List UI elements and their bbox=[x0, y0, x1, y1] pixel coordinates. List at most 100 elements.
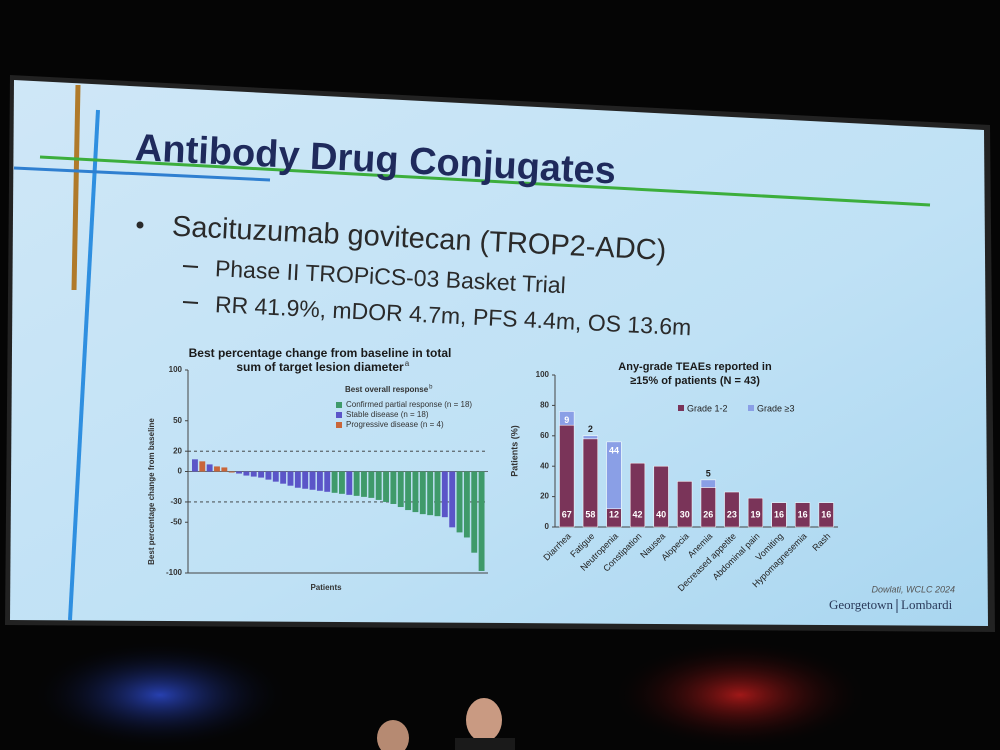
y-tick-label: 40 bbox=[540, 461, 549, 470]
bar bbox=[324, 471, 331, 492]
bar-segment bbox=[559, 411, 575, 426]
value-label: 9 bbox=[564, 415, 569, 425]
bar bbox=[449, 471, 456, 528]
bar bbox=[250, 471, 257, 477]
value-label: 23 bbox=[727, 509, 737, 519]
person bbox=[466, 698, 502, 742]
legend-swatch bbox=[748, 405, 754, 411]
y-axis-label: Patients (%) bbox=[509, 425, 519, 477]
legend-label: Confirmed partial response (n = 18) bbox=[346, 400, 472, 409]
y-tick-label: 100 bbox=[169, 365, 183, 374]
bar bbox=[390, 471, 397, 504]
y-tick-label: 0 bbox=[178, 467, 183, 476]
person bbox=[455, 738, 515, 750]
chart-title: Best percentage change from baseline in … bbox=[189, 346, 452, 360]
slide bbox=[10, 80, 988, 626]
y-tick-label: -100 bbox=[166, 568, 183, 577]
bar bbox=[412, 471, 419, 513]
y-tick-label: 50 bbox=[173, 416, 182, 425]
bar bbox=[427, 471, 434, 516]
bar bbox=[192, 459, 198, 472]
logo: Georgetown bbox=[829, 597, 894, 612]
legend-label: Grade ≥3 bbox=[757, 403, 794, 413]
bar bbox=[280, 471, 287, 484]
y-tick-label: 60 bbox=[540, 431, 549, 440]
x-axis-label: Patients bbox=[310, 583, 342, 592]
slide-decoration bbox=[39, 155, 931, 207]
bar bbox=[361, 471, 367, 497]
y-tick-label: 100 bbox=[536, 370, 550, 379]
slide-decoration bbox=[68, 109, 100, 621]
bar bbox=[316, 471, 323, 491]
bar bbox=[353, 471, 360, 496]
dash-marker bbox=[182, 301, 199, 304]
value-label: 42 bbox=[633, 509, 643, 519]
bar-segment bbox=[700, 487, 716, 528]
bar bbox=[478, 471, 485, 571]
logo: Lombardi bbox=[901, 597, 953, 612]
value-label: 40 bbox=[656, 509, 666, 519]
bar bbox=[375, 471, 382, 500]
value-label: 44 bbox=[609, 445, 619, 455]
value-label: 16 bbox=[774, 509, 784, 519]
legend-swatch bbox=[336, 422, 342, 428]
bar bbox=[368, 471, 375, 498]
legend-swatch bbox=[336, 412, 342, 418]
bar bbox=[221, 467, 228, 472]
bar bbox=[471, 471, 478, 553]
value-label: 16 bbox=[821, 509, 831, 519]
citation: Dowlati, WCLC 2024 bbox=[871, 584, 955, 594]
bar bbox=[228, 471, 235, 473]
y-tick-label: 20 bbox=[173, 446, 182, 455]
bar bbox=[383, 471, 389, 502]
bar bbox=[302, 471, 309, 489]
bar-segment bbox=[795, 502, 811, 528]
bar bbox=[258, 471, 265, 478]
bar bbox=[339, 471, 345, 494]
value-label: 12 bbox=[609, 509, 619, 519]
bar bbox=[243, 471, 250, 476]
legend-title-note: b bbox=[429, 385, 433, 391]
legend-label: Grade 1-2 bbox=[687, 403, 728, 413]
value-label: 26 bbox=[703, 509, 713, 519]
y-tick-label: -30 bbox=[170, 497, 182, 506]
bar bbox=[434, 471, 441, 517]
slide-decoration bbox=[71, 84, 81, 291]
bar bbox=[287, 471, 294, 486]
y-axis-label: Best percentage change from baseline bbox=[147, 418, 156, 565]
bar-segment bbox=[818, 502, 834, 528]
bar bbox=[294, 471, 301, 488]
bar-segment bbox=[653, 465, 669, 528]
stage-light bbox=[610, 640, 870, 750]
person bbox=[377, 720, 409, 750]
bar-segment bbox=[700, 479, 716, 488]
value-label: 16 bbox=[798, 509, 808, 519]
legend-swatch bbox=[678, 405, 684, 411]
bar bbox=[214, 466, 220, 472]
value-label: 67 bbox=[562, 509, 572, 519]
value-label: 5 bbox=[706, 468, 711, 478]
bar bbox=[463, 471, 470, 538]
bar bbox=[441, 471, 448, 518]
bar bbox=[236, 471, 242, 474]
bar bbox=[272, 471, 279, 482]
y-tick-label: 20 bbox=[540, 492, 549, 501]
bar bbox=[346, 471, 353, 495]
y-tick-label: -50 bbox=[170, 517, 182, 526]
y-tick-label: 80 bbox=[540, 401, 549, 410]
bar bbox=[419, 471, 426, 515]
value-label: 58 bbox=[585, 509, 595, 519]
bar-segment bbox=[629, 462, 646, 528]
waterfall-chart: Best percentage change from baseline in … bbox=[147, 346, 488, 592]
legend-label: Stable disease (n = 18) bbox=[346, 410, 429, 419]
bar-segment bbox=[606, 441, 622, 510]
bar bbox=[199, 461, 206, 472]
bar bbox=[309, 471, 316, 490]
dash-marker bbox=[182, 265, 199, 268]
legend-title: Best overall response bbox=[345, 385, 429, 394]
title-note: a bbox=[405, 359, 410, 368]
bar bbox=[405, 471, 412, 511]
chart-title: Any-grade TEAEs reported in bbox=[618, 361, 772, 373]
bar bbox=[265, 471, 272, 480]
